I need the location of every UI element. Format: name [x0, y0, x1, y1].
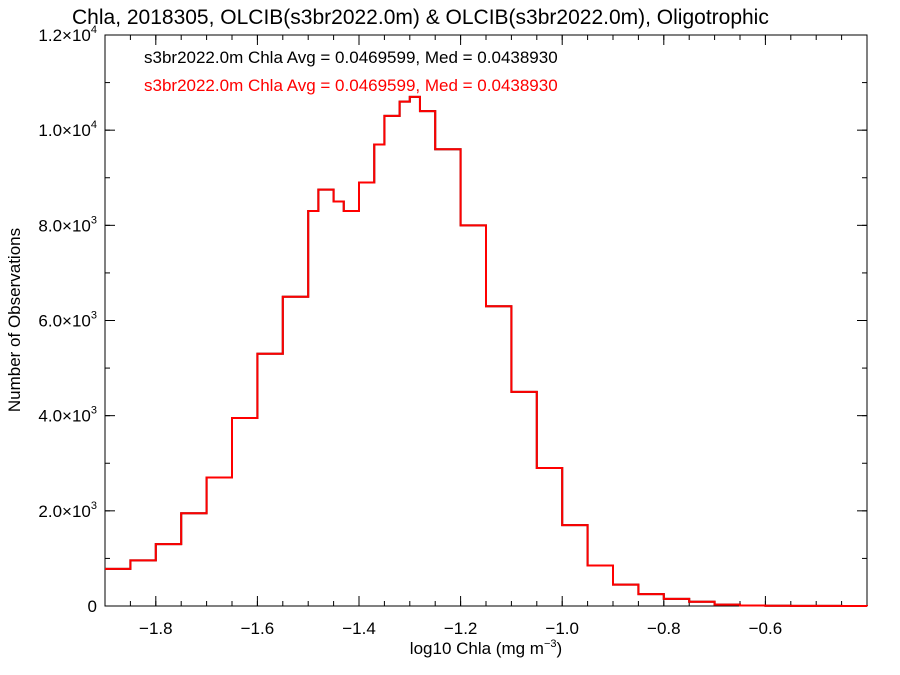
- y-tick-label: 2.0×103: [38, 500, 97, 521]
- x-axis-label: log10 Chla (mg m−3): [410, 638, 562, 658]
- x-axis-label-text: log10 Chla (mg m: [410, 639, 544, 658]
- x-tick-label: −0.8: [647, 619, 681, 638]
- y-tick-label: 4.0×103: [38, 405, 97, 426]
- y-tick-label: 1.0×104: [38, 119, 97, 140]
- x-tick-label: −1.6: [241, 619, 275, 638]
- legend-entry-2: s3br2022.0m Chla Avg = 0.0469599, Med = …: [144, 76, 558, 95]
- series-line-1: [105, 95, 868, 607]
- x-axis-label-superscript: −3: [544, 638, 557, 650]
- y-axis-label: Number of Observations: [5, 228, 24, 412]
- y-tick-label: 0: [88, 597, 97, 616]
- plot-frame: [104, 34, 868, 607]
- x-tick-label: −1.4: [342, 619, 376, 638]
- x-tick-label: −1.8: [139, 619, 173, 638]
- axis-ticks: −1.8 −1.6 −1.4 −1.2 −1.0 −0.8 −0.6 0 2.0×103 4.0×…: [38, 24, 868, 638]
- y-tick-label: 1.2×104: [38, 24, 97, 45]
- series-line-2: [105, 95, 868, 607]
- series-group: [105, 95, 868, 607]
- x-tick-label: −1.2: [444, 619, 478, 638]
- y-tick-label: 8.0×103: [38, 214, 97, 235]
- x-tick-label: −0.6: [749, 619, 783, 638]
- chart-title: Chla, 2018305, OLCIB(s3br2022.0m) & OLCI…: [72, 6, 769, 29]
- legend-entry-1: s3br2022.0m Chla Avg = 0.0469599, Med = …: [144, 48, 558, 67]
- x-tick-label: −1.0: [545, 619, 579, 638]
- x-axis-label-text-end: ): [557, 639, 563, 658]
- legend: s3br2022.0m Chla Avg = 0.0469599, Med = …: [144, 48, 558, 95]
- y-tick-label: 6.0×103: [38, 310, 97, 331]
